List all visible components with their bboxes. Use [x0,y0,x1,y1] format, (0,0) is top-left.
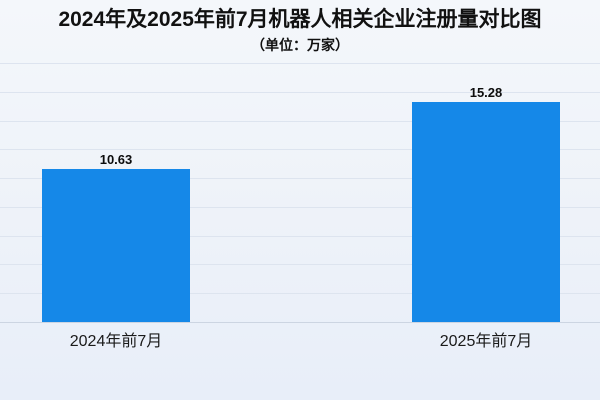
gridline [0,63,600,64]
gridline [0,149,600,150]
gridline [0,236,600,237]
value-label: 15.28 [469,85,503,101]
bar-2024年前7月 [42,169,190,322]
x-axis-label: 2024年前7月 [69,333,163,350]
gridline [0,121,600,122]
gridline [0,92,600,93]
gridline [0,178,600,179]
x-axis-label: 2025年前7月 [439,333,533,350]
x-axis-line [0,322,600,323]
gridline [0,293,600,294]
bar-2025年前7月 [412,102,560,322]
value-label: 10.63 [99,152,133,167]
chart-subtitle: （单位：万家） [251,37,349,53]
gridline [0,207,600,208]
chart-title: 2024年及2025年前7月机器人相关企业注册量对比图 [58,8,542,31]
gridline [0,264,600,265]
chart-header: 2024年及2025年前7月机器人相关企业注册量对比图 （单位：万家） [0,6,600,54]
